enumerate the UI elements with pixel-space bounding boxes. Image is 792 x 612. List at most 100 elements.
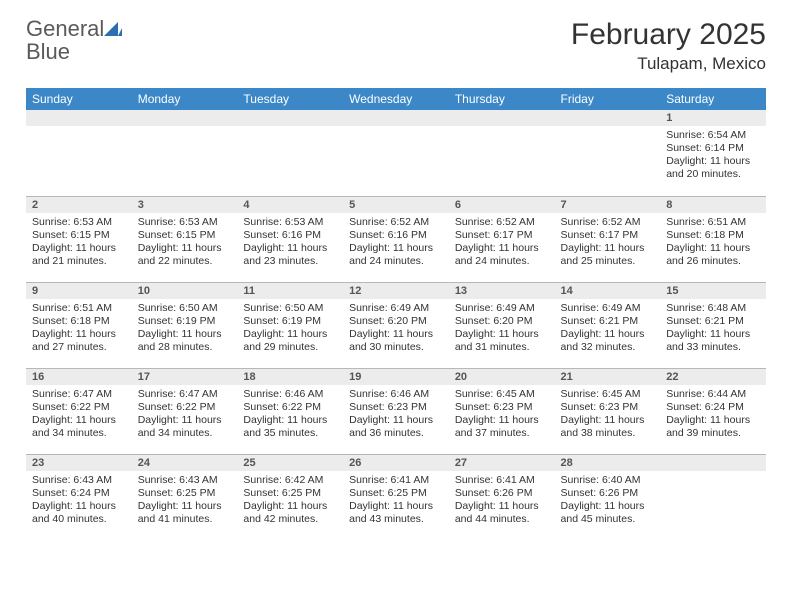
day-details: Sunrise: 6:52 AMSunset: 6:17 PMDaylight:… (555, 213, 661, 273)
day-details: Sunrise: 6:51 AMSunset: 6:18 PMDaylight:… (660, 213, 766, 273)
calendar-day-cell: 6Sunrise: 6:52 AMSunset: 6:17 PMDaylight… (449, 196, 555, 282)
weekday-header: Sunday (26, 88, 132, 110)
day-number: 12 (343, 283, 449, 299)
calendar-day-cell (555, 110, 661, 196)
day-number: 23 (26, 455, 132, 471)
logo-text-wrap: General Blue (26, 18, 122, 64)
day-number: 26 (343, 455, 449, 471)
calendar-day-cell: 11Sunrise: 6:50 AMSunset: 6:19 PMDayligh… (237, 282, 343, 368)
day-number: 7 (555, 197, 661, 213)
weekday-header: Saturday (660, 88, 766, 110)
day-number: 9 (26, 283, 132, 299)
day-details: Sunrise: 6:54 AMSunset: 6:14 PMDaylight:… (660, 126, 766, 186)
day-details: Sunrise: 6:43 AMSunset: 6:25 PMDaylight:… (132, 471, 238, 531)
calendar-day-cell: 10Sunrise: 6:50 AMSunset: 6:19 PMDayligh… (132, 282, 238, 368)
day-details: Sunrise: 6:49 AMSunset: 6:20 PMDaylight:… (343, 299, 449, 359)
calendar-week-row: 1Sunrise: 6:54 AMSunset: 6:14 PMDaylight… (26, 110, 766, 196)
day-details: Sunrise: 6:47 AMSunset: 6:22 PMDaylight:… (26, 385, 132, 445)
day-details: Sunrise: 6:43 AMSunset: 6:24 PMDaylight:… (26, 471, 132, 531)
calendar-day-cell: 18Sunrise: 6:46 AMSunset: 6:22 PMDayligh… (237, 368, 343, 454)
calendar-day-cell: 3Sunrise: 6:53 AMSunset: 6:15 PMDaylight… (132, 196, 238, 282)
location-label: Tulapam, Mexico (571, 54, 766, 74)
calendar-day-cell (449, 110, 555, 196)
day-number: 27 (449, 455, 555, 471)
day-details: Sunrise: 6:50 AMSunset: 6:19 PMDaylight:… (237, 299, 343, 359)
day-number: 8 (660, 197, 766, 213)
day-number: 19 (343, 369, 449, 385)
day-details: Sunrise: 6:48 AMSunset: 6:21 PMDaylight:… (660, 299, 766, 359)
calendar-day-cell: 13Sunrise: 6:49 AMSunset: 6:20 PMDayligh… (449, 282, 555, 368)
day-number: 18 (237, 369, 343, 385)
day-number: 13 (449, 283, 555, 299)
day-number: 6 (449, 197, 555, 213)
calendar-day-cell: 17Sunrise: 6:47 AMSunset: 6:22 PMDayligh… (132, 368, 238, 454)
calendar-table: SundayMondayTuesdayWednesdayThursdayFrid… (26, 88, 766, 540)
calendar-day-cell: 25Sunrise: 6:42 AMSunset: 6:25 PMDayligh… (237, 454, 343, 540)
day-number: 28 (555, 455, 661, 471)
day-number: 2 (26, 197, 132, 213)
day-number (26, 110, 132, 126)
day-number (555, 110, 661, 126)
calendar-week-row: 16Sunrise: 6:47 AMSunset: 6:22 PMDayligh… (26, 368, 766, 454)
page-title: February 2025 (571, 18, 766, 52)
calendar-body: 1Sunrise: 6:54 AMSunset: 6:14 PMDaylight… (26, 110, 766, 540)
day-details: Sunrise: 6:46 AMSunset: 6:23 PMDaylight:… (343, 385, 449, 445)
calendar-day-cell (132, 110, 238, 196)
calendar-day-cell: 24Sunrise: 6:43 AMSunset: 6:25 PMDayligh… (132, 454, 238, 540)
day-details: Sunrise: 6:49 AMSunset: 6:20 PMDaylight:… (449, 299, 555, 359)
day-number (660, 455, 766, 471)
weekday-header: Tuesday (237, 88, 343, 110)
calendar-day-cell: 4Sunrise: 6:53 AMSunset: 6:16 PMDaylight… (237, 196, 343, 282)
calendar-day-cell: 5Sunrise: 6:52 AMSunset: 6:16 PMDaylight… (343, 196, 449, 282)
day-number: 14 (555, 283, 661, 299)
calendar-day-cell: 12Sunrise: 6:49 AMSunset: 6:20 PMDayligh… (343, 282, 449, 368)
weekday-header: Friday (555, 88, 661, 110)
calendar-day-cell (26, 110, 132, 196)
calendar-day-cell: 28Sunrise: 6:40 AMSunset: 6:26 PMDayligh… (555, 454, 661, 540)
day-details: Sunrise: 6:41 AMSunset: 6:25 PMDaylight:… (343, 471, 449, 531)
header: General Blue February 2025 Tulapam, Mexi… (26, 18, 766, 74)
day-number (343, 110, 449, 126)
day-details: Sunrise: 6:45 AMSunset: 6:23 PMDaylight:… (449, 385, 555, 445)
day-number: 24 (132, 455, 238, 471)
day-details: Sunrise: 6:45 AMSunset: 6:23 PMDaylight:… (555, 385, 661, 445)
calendar-week-row: 23Sunrise: 6:43 AMSunset: 6:24 PMDayligh… (26, 454, 766, 540)
calendar-day-cell: 19Sunrise: 6:46 AMSunset: 6:23 PMDayligh… (343, 368, 449, 454)
day-details: Sunrise: 6:49 AMSunset: 6:21 PMDaylight:… (555, 299, 661, 359)
logo-text-blue: Blue (26, 39, 70, 64)
day-number: 4 (237, 197, 343, 213)
calendar-day-cell: 21Sunrise: 6:45 AMSunset: 6:23 PMDayligh… (555, 368, 661, 454)
day-number: 11 (237, 283, 343, 299)
weekday-header: Monday (132, 88, 238, 110)
logo-text-general: General (26, 16, 104, 41)
calendar-week-row: 2Sunrise: 6:53 AMSunset: 6:15 PMDaylight… (26, 196, 766, 282)
day-details: Sunrise: 6:51 AMSunset: 6:18 PMDaylight:… (26, 299, 132, 359)
day-number (237, 110, 343, 126)
calendar-day-cell: 7Sunrise: 6:52 AMSunset: 6:17 PMDaylight… (555, 196, 661, 282)
day-number: 21 (555, 369, 661, 385)
calendar-day-cell: 8Sunrise: 6:51 AMSunset: 6:18 PMDaylight… (660, 196, 766, 282)
weekday-header-row: SundayMondayTuesdayWednesdayThursdayFrid… (26, 88, 766, 110)
day-details: Sunrise: 6:52 AMSunset: 6:16 PMDaylight:… (343, 213, 449, 273)
day-number: 1 (660, 110, 766, 126)
day-number: 16 (26, 369, 132, 385)
weekday-header: Thursday (449, 88, 555, 110)
day-number (132, 110, 238, 126)
calendar-day-cell: 22Sunrise: 6:44 AMSunset: 6:24 PMDayligh… (660, 368, 766, 454)
calendar-day-cell: 9Sunrise: 6:51 AMSunset: 6:18 PMDaylight… (26, 282, 132, 368)
day-details: Sunrise: 6:40 AMSunset: 6:26 PMDaylight:… (555, 471, 661, 531)
calendar-day-cell (660, 454, 766, 540)
day-number: 20 (449, 369, 555, 385)
day-number (449, 110, 555, 126)
calendar-day-cell: 26Sunrise: 6:41 AMSunset: 6:25 PMDayligh… (343, 454, 449, 540)
calendar-day-cell (237, 110, 343, 196)
day-number: 5 (343, 197, 449, 213)
sail-icon (104, 22, 122, 36)
day-details: Sunrise: 6:52 AMSunset: 6:17 PMDaylight:… (449, 213, 555, 273)
day-details: Sunrise: 6:46 AMSunset: 6:22 PMDaylight:… (237, 385, 343, 445)
day-number: 3 (132, 197, 238, 213)
day-details: Sunrise: 6:53 AMSunset: 6:15 PMDaylight:… (132, 213, 238, 273)
weekday-header: Wednesday (343, 88, 449, 110)
calendar-day-cell: 1Sunrise: 6:54 AMSunset: 6:14 PMDaylight… (660, 110, 766, 196)
calendar-day-cell: 14Sunrise: 6:49 AMSunset: 6:21 PMDayligh… (555, 282, 661, 368)
